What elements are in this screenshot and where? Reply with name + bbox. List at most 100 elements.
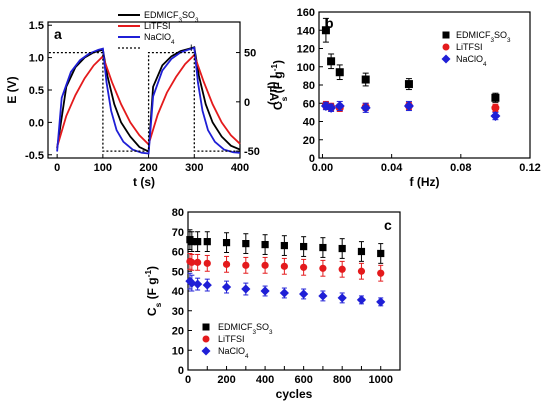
x-tick-label: 100 <box>94 162 112 174</box>
panel-label: a <box>54 26 62 42</box>
data-point <box>300 242 308 251</box>
x-tick-label: 0 <box>185 374 191 386</box>
legend-label: NaClO4 <box>456 54 487 68</box>
x-tick-label: 0.12 <box>519 162 540 174</box>
y-tick-label: 120 <box>297 44 315 56</box>
y-tick-label: 60 <box>172 247 184 259</box>
data-point <box>338 265 346 273</box>
x-tick-label: 600 <box>294 374 312 386</box>
y-tick-label: 0.0 <box>29 117 44 129</box>
y-tick-label: 20 <box>303 135 315 147</box>
data-point <box>203 259 211 267</box>
y-tick-label: 40 <box>303 117 315 129</box>
y2-axis-title: I (µA) <box>267 75 281 105</box>
y-tick-label: -0.5 <box>25 150 44 162</box>
legend-label: LiTFSI <box>456 42 483 52</box>
data-point <box>356 295 367 305</box>
data-point <box>260 286 270 296</box>
x-tick-label: 200 <box>217 374 235 386</box>
data-point <box>280 241 288 250</box>
data-point <box>193 279 203 289</box>
legend-label: LiTFSI <box>218 334 245 344</box>
data-point <box>279 288 289 298</box>
x-tick-label: 400 <box>231 162 249 174</box>
x-tick-label: 400 <box>256 374 274 386</box>
legend-marker <box>442 43 450 51</box>
data-point <box>280 262 288 270</box>
data-point <box>202 280 212 290</box>
data-point <box>221 282 232 292</box>
data-point <box>360 102 371 113</box>
panel-b: 0.00 0.04 0.08 0.12 0 20 40 60 80 100 120 140 160 f (… <box>269 7 541 189</box>
y-tick-label: 160 <box>297 7 315 19</box>
y-tick-label: 0 <box>309 153 315 165</box>
data-point <box>242 240 250 248</box>
data-point <box>491 93 500 102</box>
series-line <box>56 46 241 155</box>
data-point <box>194 258 202 266</box>
data-point <box>490 111 501 122</box>
x-axis-title: f (Hz) <box>410 175 440 189</box>
data-point <box>334 100 345 111</box>
data-point <box>188 258 196 266</box>
x-tick-label: 800 <box>333 374 351 386</box>
data-point <box>491 103 500 112</box>
legend-label: LiTFSI <box>144 21 171 31</box>
legend-label: NaClO4 <box>144 32 175 46</box>
y-tick-label: 60 <box>303 98 315 110</box>
panel-c: 0 200 400 600 800 1000 0 10 20 30 40 50 60 70 80 cycles… <box>143 207 401 401</box>
data-point <box>335 68 344 77</box>
data-point <box>321 26 330 35</box>
legend-marker <box>441 54 451 64</box>
panel-label: c <box>384 217 392 233</box>
data-point <box>318 291 328 301</box>
data-point <box>377 249 385 258</box>
data-point <box>403 100 414 111</box>
data-point <box>299 289 309 299</box>
x-axis-title: cycles <box>276 387 313 401</box>
x-tick-label: 0.04 <box>381 162 403 174</box>
legend-label: EDMICF3SO3 <box>144 10 199 24</box>
x-tick-label: 0.08 <box>450 162 471 174</box>
data-point <box>300 263 308 271</box>
legend-marker <box>442 31 450 39</box>
data-point <box>194 238 202 246</box>
y-tick-label: 20 <box>172 326 184 338</box>
series-line <box>48 51 240 152</box>
y-tick-label: 10 <box>172 345 184 357</box>
data-point <box>404 80 413 89</box>
legend-label: NaClO4 <box>218 346 249 360</box>
x-tick-label: 300 <box>185 162 203 174</box>
y-tick-label: 30 <box>172 306 184 318</box>
y-tick-label: 100 <box>297 62 315 74</box>
x-axis-title: t (s) <box>133 175 155 189</box>
data-point <box>377 269 385 277</box>
data-point <box>242 261 250 269</box>
y2-tick-label: -50 <box>244 146 260 158</box>
data-point <box>187 278 197 288</box>
data-point <box>222 239 231 247</box>
data-point <box>361 75 370 84</box>
data-point <box>319 264 327 272</box>
legend-label: EDMICF3SO3 <box>218 322 273 336</box>
data-point <box>261 240 269 249</box>
data-point <box>203 238 211 246</box>
y-tick-label: 0.5 <box>29 85 44 97</box>
legend-marker <box>202 323 210 331</box>
data-point <box>357 247 366 256</box>
y-tick-label: 1.0 <box>29 53 44 65</box>
panel-a: 0 100 200 300 400 -0.5 0.0 0.5 1.0 1.5 -50 0 50 t (s)… <box>5 10 281 189</box>
y-tick-label: 50 <box>172 266 184 278</box>
y-tick-label: 140 <box>297 25 315 37</box>
plot-frame <box>47 21 241 159</box>
x-tick-label: 1000 <box>368 374 392 386</box>
legend-label: EDMICF3SO3 <box>456 30 511 44</box>
y-axis-title: Cs (F g-1) <box>143 266 163 316</box>
y-axis-title: E (V) <box>5 76 19 103</box>
x-tick-label: 0 <box>54 162 60 174</box>
y-tick-label: 70 <box>172 227 184 239</box>
data-point <box>376 297 386 307</box>
data-point <box>261 261 269 269</box>
data-point <box>241 284 251 294</box>
